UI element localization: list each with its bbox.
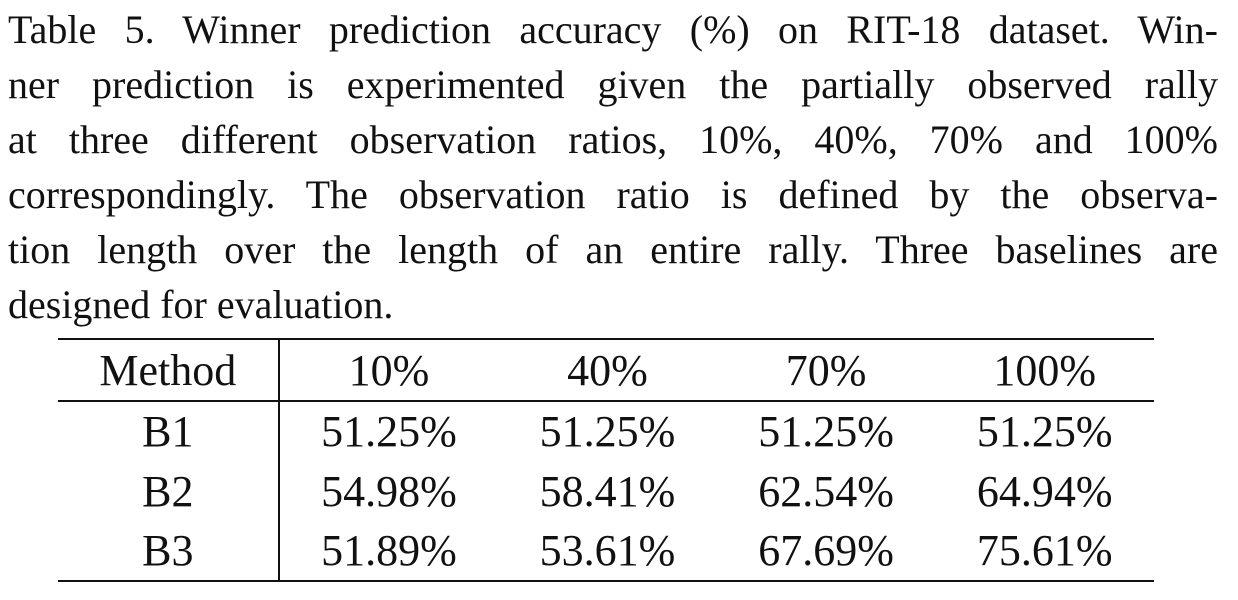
table-row: B1 51.25% 51.25% 51.25% 51.25%	[58, 401, 1154, 461]
method-cell: B1	[58, 401, 280, 461]
table-row: B2 54.98% 58.41% 62.54% 64.94%	[58, 461, 1154, 521]
header-10-percent: 10%	[278, 338, 499, 402]
value-cell: 51.25%	[321, 407, 457, 456]
value-cell: 62.54%	[758, 466, 894, 516]
header-method: Method	[58, 338, 280, 402]
table-row: B3 51.89% 53.61% 67.69% 75.61%	[58, 521, 1154, 582]
value-cell: 53.61%	[498, 521, 717, 582]
value-cell: 51.89%	[278, 521, 499, 582]
value-cell: 54.98%	[321, 466, 457, 516]
caption-line: correspondingly. The observation ratio i…	[8, 172, 1218, 217]
caption-line: ner prediction is experimented given the…	[8, 62, 1218, 107]
caption-line: tion length over the length of an entire…	[8, 227, 1218, 272]
caption-line: Table 5. Winner prediction accuracy (%) …	[8, 7, 1218, 52]
value-cell: 51.25%	[539, 407, 676, 456]
header-40-percent: 40%	[498, 338, 717, 402]
table-header-row: Method 10% 40% 70% 100%	[58, 338, 1154, 402]
value-cell: 51.25%	[758, 407, 894, 456]
header-100-percent: 100%	[935, 338, 1154, 402]
method-cell: B2	[58, 461, 280, 521]
caption-line: designed for evaluation.	[8, 282, 394, 327]
method-cell: B3	[58, 521, 280, 582]
header-70-percent: 70%	[716, 338, 936, 402]
table-caption: Table 5. Winner prediction accuracy (%) …	[8, 2, 1218, 332]
value-cell: 64.94%	[976, 466, 1113, 516]
value-cell: 75.61%	[935, 521, 1154, 582]
caption-line: at three different observation ratios, 1…	[8, 117, 1218, 162]
value-cell: 58.41%	[539, 466, 676, 516]
results-table: Method 10% 40% 70% 100% B1 51.25% 51.25%…	[58, 338, 1154, 582]
value-cell: 51.25%	[976, 407, 1113, 456]
value-cell: 67.69%	[716, 521, 936, 582]
